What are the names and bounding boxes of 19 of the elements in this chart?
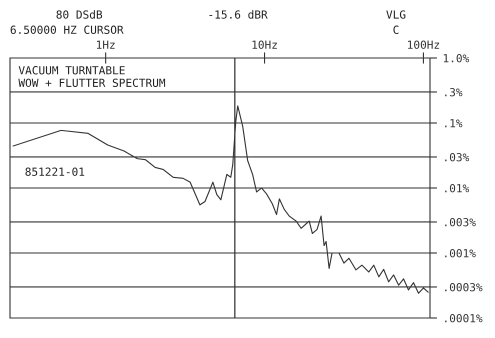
y-tick-label: .003% xyxy=(445,218,476,226)
text: VLG xyxy=(386,10,406,19)
text: VACUUM TURNTABLE WOW + FLUTTER SPECTRUM xyxy=(18,66,166,87)
text: -15.6 dBR xyxy=(209,10,268,19)
y-tick-label: .1% xyxy=(445,119,462,128)
y-tick-label: .0003% xyxy=(445,282,482,292)
y-tick-label: .0001% xyxy=(445,314,482,322)
text: 80 DSdB xyxy=(56,10,102,19)
x-tick-label: 10Hz xyxy=(252,40,277,49)
y-tick-label: .3% xyxy=(445,88,462,96)
y-tick-label: 1.0% xyxy=(444,54,470,62)
x-tick-label: 100Hz xyxy=(408,40,440,49)
text: 6.50000 HZ CURSOR xyxy=(10,26,124,34)
text: C xyxy=(393,26,398,34)
y-tick-label: .001% xyxy=(445,249,476,258)
annotation: 851221-01 xyxy=(25,168,84,176)
x-tick-label: 1Hz xyxy=(96,40,115,49)
y-tick-label: .01% xyxy=(445,184,470,192)
y-tick-label: .03% xyxy=(445,152,470,162)
